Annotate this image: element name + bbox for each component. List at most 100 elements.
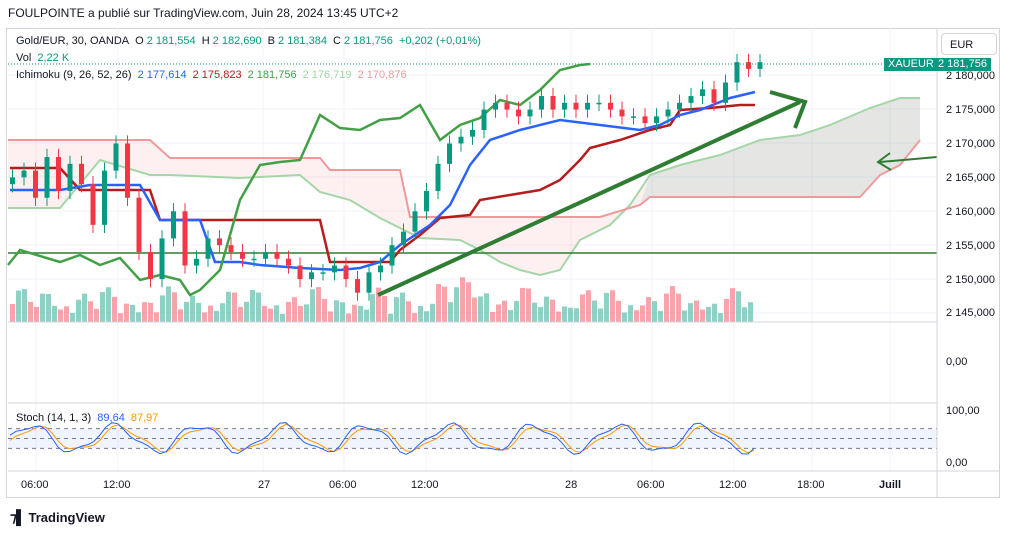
volume-bar (688, 303, 693, 322)
candle-body (205, 238, 211, 259)
volume-bar (412, 313, 417, 322)
volume-bar (562, 306, 567, 322)
volume-bar (262, 305, 267, 322)
volume-bar (100, 292, 105, 322)
volume-bar (592, 300, 597, 322)
time-tick: 28 (565, 479, 578, 491)
ichimoku-legend[interactable]: Ichimoku (9, 26, 52, 26) 2 177,614 2 175… (16, 69, 410, 81)
volume-bar (64, 306, 69, 322)
candle-body (516, 109, 521, 117)
candle-body (102, 170, 107, 225)
volume-bar (58, 309, 63, 322)
tv-logo-icon: ⁊▌ (10, 509, 26, 525)
volume-bar (604, 292, 609, 322)
currency-button[interactable]: EUR (941, 33, 997, 55)
candle-body (44, 157, 50, 198)
volume-bar (154, 312, 159, 322)
volume-bar (490, 311, 495, 322)
volume-legend[interactable]: Vol 2,22 K (16, 52, 72, 64)
volume-bar (148, 302, 153, 322)
candle-body (481, 109, 487, 130)
volume-bar (646, 297, 651, 322)
volume-bar (736, 291, 741, 322)
stoch-k-value: 89,64 (97, 412, 125, 424)
price-tick: 2 160,000 (946, 206, 995, 218)
volume-bar (466, 282, 471, 322)
volume-bar (550, 299, 555, 322)
volume-bar (238, 306, 243, 322)
symbol-tag: XAUEUR (884, 58, 938, 71)
volume-bar (598, 308, 603, 322)
time-tick: 18:00 (797, 479, 825, 491)
cloud-arrow-line (879, 156, 938, 163)
candle-body (125, 143, 130, 198)
stochastic-plot (8, 422, 937, 455)
candle-body (366, 272, 372, 293)
senkou-span-a (8, 97, 920, 277)
candle-body (504, 102, 510, 110)
candle-body (619, 109, 625, 117)
senkou-a-value: 2 176,719 (302, 69, 352, 81)
stoch-d-value: 87,97 (130, 412, 159, 424)
time-tick: Juill (879, 479, 902, 491)
volume-bar (34, 306, 39, 322)
stoch-tick: 0,00 (946, 457, 968, 469)
change-value: +0,202 (+0,01%) (398, 35, 481, 47)
candle-body (90, 184, 96, 225)
high-value: 2 182,690 (212, 35, 262, 47)
candle-body (217, 238, 222, 246)
candle-body (309, 272, 314, 280)
candle-body (343, 265, 349, 280)
volume-bar (634, 310, 639, 322)
volume-bar (250, 289, 255, 322)
volume-bar (400, 292, 405, 322)
candle-body (389, 245, 395, 266)
candle-body (297, 265, 303, 280)
time-tick: 12:00 (719, 479, 747, 491)
volume-bar (514, 300, 519, 322)
volume-bar (328, 311, 333, 322)
volume-bar (190, 295, 195, 322)
volume-bar (274, 305, 279, 322)
volume-bar (358, 305, 363, 322)
volume-bar (508, 310, 513, 322)
volume-bar (436, 284, 441, 322)
volume-bar (184, 301, 189, 322)
volume-bar (256, 292, 261, 322)
candle-body (493, 102, 498, 110)
price-tick: 2 145,000 (946, 307, 995, 319)
price-tick: 2 155,000 (946, 240, 995, 252)
candle-body (67, 163, 73, 191)
volume-bar (670, 286, 675, 322)
volume-bar (586, 290, 591, 322)
volume-bar (346, 313, 351, 322)
volume-bar (556, 311, 561, 322)
volume-bar (718, 313, 723, 322)
tradingview-logo[interactable]: ⁊▌ TradingView (10, 509, 105, 526)
candle-body (746, 62, 751, 69)
volume-bar (172, 292, 177, 322)
volume-bar (322, 299, 327, 322)
volume-bar (406, 301, 411, 322)
symbol-name: Gold/EUR, 30, OANDA (16, 35, 130, 47)
cloud-fill-bull (640, 98, 920, 205)
price-tick: 2 150,000 (946, 274, 995, 286)
volume-bar (70, 312, 75, 322)
stoch-legend[interactable]: Stoch (14, 1, 3) 89,64 87,97 (16, 412, 161, 424)
volume-bar (40, 293, 45, 322)
volume-bar (370, 294, 375, 322)
candle-body (21, 170, 27, 178)
volume-bar (196, 302, 201, 322)
candle-body (688, 96, 694, 103)
volume-bar (112, 296, 117, 322)
candle-body (228, 245, 234, 252)
volume-bar (298, 305, 303, 322)
candle-body (677, 102, 682, 110)
candles (10, 54, 763, 301)
volume-bar (106, 287, 111, 322)
volume-bar (502, 300, 507, 322)
volume-bar (724, 298, 729, 322)
low-label: B (267, 35, 276, 47)
